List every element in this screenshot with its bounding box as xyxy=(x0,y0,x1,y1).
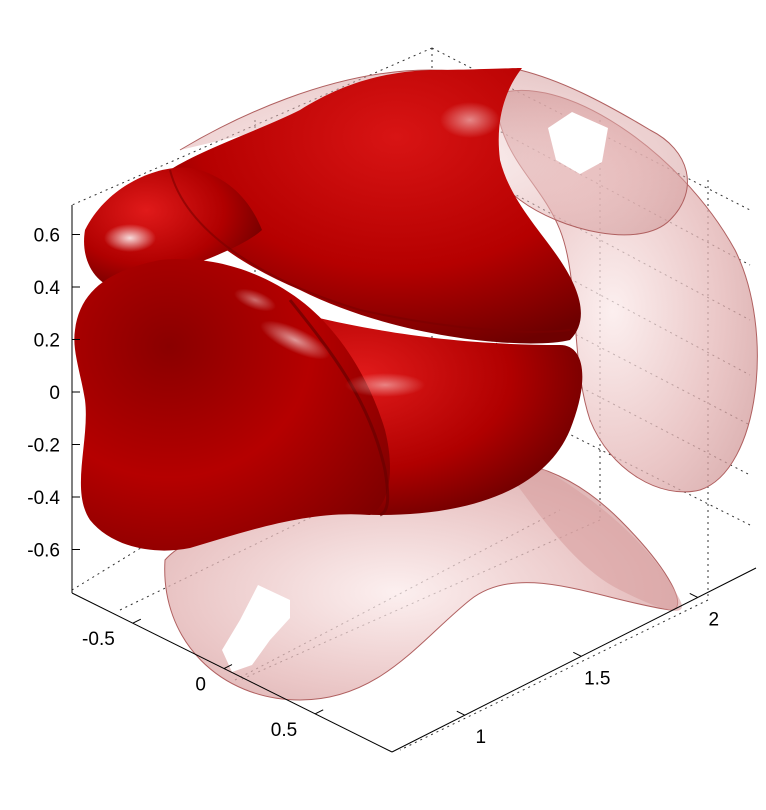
z-tick-label: -0.2 xyxy=(27,436,60,457)
z-tick-label: 0.6 xyxy=(34,226,60,247)
x-axis-line xyxy=(71,592,393,753)
surface-seam-top xyxy=(169,169,571,333)
surface-left-lobe xyxy=(84,167,262,290)
highlight-mid xyxy=(260,320,330,360)
axis-tick-labels: 0.6 0.4 0.2 0 -0.2 -0.4 -0.6 -0.5 0 0.5 1 1.5 2 xyxy=(27,226,719,749)
x-tick xyxy=(132,618,142,624)
z-tick-label: 0.2 xyxy=(34,331,60,352)
z-tick-label: 0 xyxy=(49,383,60,404)
z-tick-label: 0.4 xyxy=(34,278,61,299)
surface-seam xyxy=(288,299,390,517)
cap-lower-right xyxy=(480,440,682,611)
z-tick-label: -0.6 xyxy=(27,541,60,562)
red-isosurface xyxy=(74,68,583,551)
x-tick-label: 0 xyxy=(195,675,206,696)
cap-hole-right xyxy=(548,112,608,174)
highlight-top xyxy=(440,102,500,138)
highlight-left xyxy=(104,224,156,252)
y-tick-label: 2 xyxy=(708,609,719,630)
x-tick xyxy=(223,664,233,669)
y-tick-label: 1 xyxy=(476,727,487,748)
x-tick xyxy=(314,709,324,715)
surface-front-lobe xyxy=(74,259,391,551)
y-tick xyxy=(689,592,698,598)
axes xyxy=(71,205,757,753)
z-tick-label: -0.4 xyxy=(27,488,60,509)
x-tick-label: -0.5 xyxy=(82,629,115,650)
highlight-band xyxy=(345,373,425,397)
y-tick-label: 1.5 xyxy=(584,668,610,689)
y-tick xyxy=(573,651,582,657)
x-tick-label: 0.5 xyxy=(271,720,297,741)
cap-hole-left xyxy=(222,585,290,672)
y-axis-line xyxy=(391,567,757,753)
highlight-lobe xyxy=(234,288,276,312)
axis-ticks xyxy=(72,234,698,716)
y-tick xyxy=(456,710,466,716)
